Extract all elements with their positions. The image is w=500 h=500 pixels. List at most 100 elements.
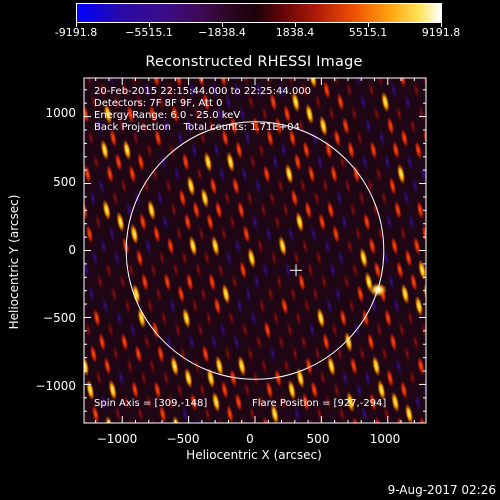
fringe-blob: [103, 356, 112, 376]
x-tick-label: 1000: [369, 432, 401, 446]
fringe-blob: [217, 416, 226, 423]
colorbar-tick: [295, 23, 296, 27]
fringe-blob: [408, 368, 417, 388]
fringe-blob: [195, 416, 203, 423]
fringe-blob: [106, 320, 115, 340]
fringe-blob: [167, 392, 176, 412]
fringe-blob: [319, 115, 328, 137]
fringe-blob: [248, 404, 257, 423]
fringe-blob: [84, 164, 92, 184]
fringe-blob: [223, 188, 231, 208]
fringe-blob: [220, 224, 228, 244]
fringe-blob: [357, 188, 366, 208]
fringe-blob: [195, 164, 204, 184]
fringe-blob: [218, 164, 226, 184]
fringe-blob: [121, 80, 129, 100]
fringe-blob: [482, 200, 492, 221]
fringe-blob: [30, 332, 40, 353]
fringe-blob: [455, 332, 465, 353]
fringe-blob: [301, 392, 310, 412]
fringe-blob: [216, 260, 225, 280]
fringe-blob: [207, 116, 216, 136]
fringe-blob: [453, 272, 463, 293]
fringe-blob: [246, 344, 255, 364]
fringe-blob: [156, 344, 165, 364]
fringe-blob: [106, 164, 114, 184]
fringe-blob: [201, 344, 210, 364]
fringe-blob: [112, 92, 121, 112]
fringe-blob: [209, 176, 218, 196]
y-axis-label: Heliocentric Y (arcsec): [7, 194, 21, 330]
fringe-blob: [463, 164, 473, 185]
fringe-blob: [43, 188, 53, 209]
fringe-blob: [156, 188, 164, 208]
fringe-blob: [416, 200, 424, 220]
fringe-blob: [242, 224, 251, 244]
fringe-blob: [95, 116, 104, 136]
fringe-blob: [361, 152, 369, 172]
fringe-blob: [193, 104, 202, 124]
fringe-blob: [129, 320, 137, 340]
fringe-blob: [160, 308, 168, 328]
fringe-blob: [360, 404, 369, 423]
fringe-blob: [113, 248, 121, 268]
fringe-blob: [89, 188, 97, 208]
fringe-blob: [447, 92, 457, 113]
fringe-blob: [287, 224, 295, 244]
fringe-blob: [402, 188, 411, 208]
fringe-blob: [257, 392, 265, 412]
fringe-blob: [287, 379, 297, 401]
fringe-blob: [284, 260, 292, 280]
fringe-blob: [53, 80, 63, 101]
fringe-blob: [118, 116, 126, 136]
fringe-blob: [122, 236, 130, 256]
fringe-blob: [321, 176, 330, 196]
fringe-blob: [252, 116, 260, 136]
fringe-blob: [249, 152, 257, 172]
fringe-blob: [495, 308, 500, 329]
fringe-blob: [186, 175, 196, 197]
colorbar-tick-label: 1838.4: [275, 26, 315, 39]
annotation-energy-range: Energy Range: 6.0 - 25.0 keV: [94, 110, 241, 121]
fringe-blob: [328, 260, 337, 280]
fringe-blob: [371, 355, 381, 377]
fringe-blob: [135, 248, 144, 268]
fringe-blob: [42, 284, 52, 305]
fringe-blob: [376, 224, 385, 244]
fringe-blob: [280, 140, 288, 160]
fringe-blob: [413, 236, 421, 256]
fringe-blob: [316, 152, 324, 172]
fringe-blob: [342, 272, 351, 292]
fringe-blob: [462, 260, 472, 281]
fringe-blob: [26, 212, 36, 233]
fringe-blob: [478, 80, 488, 101]
fringe-blob: [288, 128, 297, 148]
annotation-detectors: Detectors: 7F 8F 9F, Att 0: [94, 98, 223, 109]
fringe-blob: [220, 380, 229, 400]
fringe-blob: [470, 248, 480, 269]
fringe-blob: [490, 284, 500, 305]
fringe-blob: [407, 212, 416, 232]
fringe-blob: [388, 176, 397, 196]
fringe-blob: [134, 344, 143, 364]
fringe-blob: [347, 140, 355, 160]
fringe-blob: [412, 80, 420, 100]
fringe-blob: [50, 272, 60, 293]
fringe-blob: [128, 164, 137, 184]
fringe-blob: [339, 308, 347, 328]
fringe-blob: [291, 344, 299, 364]
fringe-blob: [266, 128, 274, 148]
fringe-blob: [423, 283, 426, 305]
fringe-blob: [225, 248, 233, 268]
fringe-blob: [59, 260, 69, 281]
fringe-blob: [385, 212, 394, 232]
fringe-blob: [241, 320, 249, 340]
fringe-blob: [203, 404, 212, 423]
fringe-blob: [396, 163, 406, 185]
y-tick-label: −1000: [35, 379, 76, 393]
colorbar-tick: [222, 23, 223, 27]
fringe-blob: [444, 128, 454, 149]
colorbar-tick: [76, 23, 77, 27]
fringe-blob: [126, 356, 134, 376]
fringe-blob: [350, 356, 358, 376]
